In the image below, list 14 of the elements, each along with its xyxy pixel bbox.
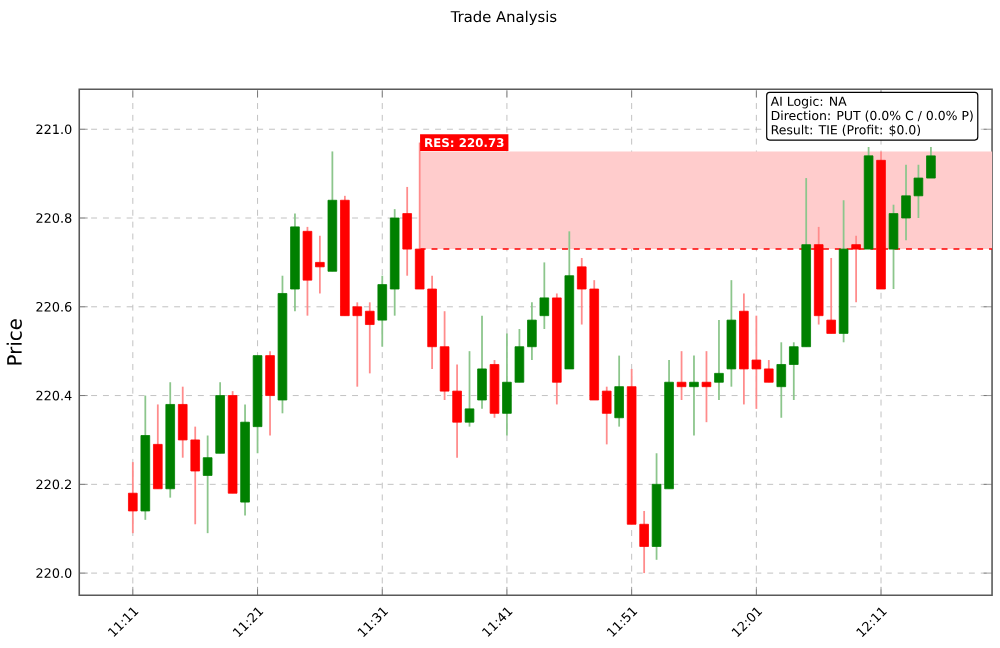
candlestick xyxy=(614,354,624,428)
candlestick xyxy=(689,354,699,436)
candlestick xyxy=(153,403,163,490)
candlestick xyxy=(464,349,475,428)
candlestick xyxy=(826,256,836,334)
candlestick xyxy=(676,349,687,401)
y-axis-title: Price xyxy=(6,318,22,365)
candlestick xyxy=(128,460,138,534)
candlestick xyxy=(701,349,712,423)
candlestick xyxy=(202,434,213,534)
candlestick xyxy=(539,261,550,330)
candlestick xyxy=(477,314,487,410)
candlestick xyxy=(714,318,724,401)
candlestick xyxy=(265,349,275,436)
